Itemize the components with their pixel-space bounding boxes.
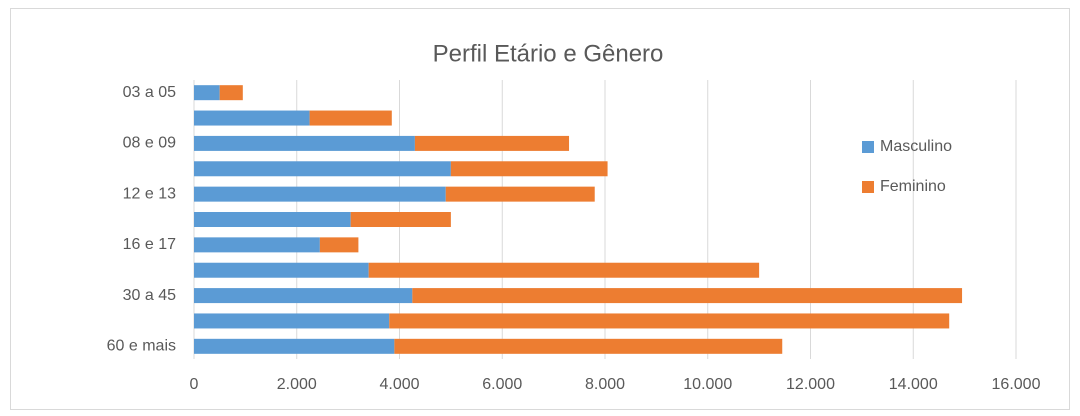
bar: [194, 110, 310, 126]
bar: [194, 338, 395, 354]
bar: [389, 313, 950, 329]
y-tick-label: 08 e 09: [123, 135, 176, 152]
x-tick-label: 4.000: [379, 376, 419, 393]
legend-swatch: [862, 141, 874, 153]
x-tick-label: 6.000: [482, 376, 522, 393]
x-tick-label: 8.000: [585, 376, 625, 393]
bar: [450, 161, 608, 177]
bar: [309, 110, 392, 126]
y-tick-label: 12 e 13: [123, 185, 176, 202]
bar: [194, 212, 351, 227]
chart-title: Perfil Etário e Gênero: [433, 40, 664, 67]
legend-swatch: [862, 181, 874, 193]
bar: [194, 161, 451, 177]
bar: [394, 338, 783, 354]
x-tick-label: 12.000: [786, 376, 835, 393]
bar: [194, 135, 415, 151]
bar: [368, 262, 760, 278]
bar: [194, 313, 390, 329]
y-tick-label: 03 a 05: [123, 84, 176, 101]
x-tick-label: 16.000: [992, 376, 1041, 393]
bar: [194, 237, 320, 253]
bar: [414, 135, 570, 151]
bar: [194, 262, 369, 278]
x-tick-label: 0: [190, 376, 199, 393]
y-tick-label: 16 e 17: [123, 236, 176, 253]
bar: [194, 85, 220, 101]
bar: [219, 85, 243, 101]
legend-label: Feminino: [880, 178, 946, 195]
bar: [194, 186, 446, 202]
bar: [445, 186, 595, 202]
x-tick-label: 2.000: [277, 376, 317, 393]
legend-label: Masculino: [880, 138, 952, 155]
bar: [194, 288, 413, 304]
y-tick-label: 30 a 45: [123, 287, 176, 304]
y-tick-label: 60 e mais: [107, 338, 176, 355]
x-tick-label: 10.000: [683, 376, 732, 393]
bar: [350, 212, 451, 227]
bar: [319, 237, 359, 253]
bar: [412, 288, 963, 304]
x-tick-label: 14.000: [889, 376, 938, 393]
